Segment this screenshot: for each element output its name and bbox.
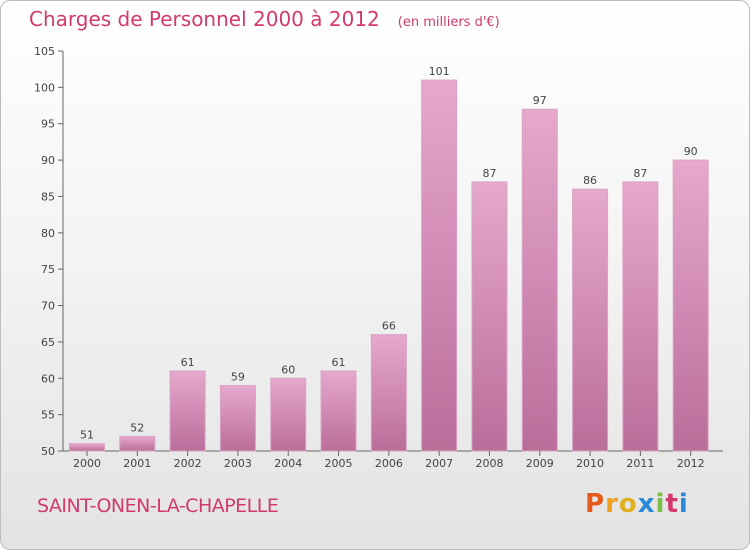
bar xyxy=(521,108,558,452)
x-tick-label: 2006 xyxy=(375,457,403,470)
data-label: 59 xyxy=(231,371,245,384)
x-tick-label: 2012 xyxy=(677,457,705,470)
proxiti-logo: Proxiti xyxy=(585,489,689,519)
chart-title: Charges de Personnel 2000 à 2012 (en mill… xyxy=(29,7,500,31)
data-label: 66 xyxy=(382,320,396,333)
logo-letter: i xyxy=(678,489,689,519)
y-tick-label: 105 xyxy=(34,45,55,58)
logo-letter: x xyxy=(637,489,656,519)
y-tick-label: 80 xyxy=(41,227,55,240)
data-label: 101 xyxy=(429,65,450,78)
logo-letter: P xyxy=(585,489,606,519)
data-label: 60 xyxy=(281,363,295,376)
chart-title-text: Charges de Personnel 2000 à 2012 xyxy=(29,7,380,31)
data-label: 61 xyxy=(181,356,195,369)
bar xyxy=(270,377,307,452)
commune-name: SAINT-ONEN-LA-CHAPELLE xyxy=(37,495,279,517)
data-label: 87 xyxy=(482,167,496,180)
x-tick-label: 2011 xyxy=(626,457,654,470)
y-tick-label: 55 xyxy=(41,409,55,422)
x-tick-label: 2003 xyxy=(224,457,252,470)
logo-letter: t xyxy=(665,489,679,519)
x-tick-label: 2002 xyxy=(174,457,202,470)
y-tick-label: 90 xyxy=(41,154,55,167)
x-tick-label: 2000 xyxy=(73,457,101,470)
data-label: 90 xyxy=(684,145,698,158)
bar xyxy=(421,79,458,452)
bar xyxy=(672,159,709,452)
x-tick-label: 2001 xyxy=(123,457,151,470)
bar xyxy=(471,181,508,452)
bar xyxy=(370,334,407,452)
x-tick-label: 2010 xyxy=(576,457,604,470)
bar xyxy=(119,435,156,452)
y-tick-label: 50 xyxy=(41,445,55,458)
y-tick-label: 65 xyxy=(41,336,55,349)
data-label: 51 xyxy=(80,429,94,442)
x-tick-label: 2008 xyxy=(475,457,503,470)
y-tick-label: 100 xyxy=(34,81,55,94)
bar xyxy=(622,181,659,452)
x-tick-label: 2009 xyxy=(526,457,554,470)
data-label: 86 xyxy=(583,174,597,187)
data-label: 87 xyxy=(633,167,647,180)
logo-letter: i xyxy=(655,489,666,519)
data-label: 52 xyxy=(130,421,144,434)
logo-letter: r xyxy=(605,489,619,519)
bar xyxy=(572,188,609,452)
logo-letter: o xyxy=(618,489,638,519)
y-tick-label: 75 xyxy=(41,263,55,276)
data-label: 61 xyxy=(332,356,346,369)
bar xyxy=(219,385,256,452)
x-tick-label: 2007 xyxy=(425,457,453,470)
chart-subtitle: (en milliers d'€) xyxy=(397,15,500,30)
bar xyxy=(320,370,357,452)
bar xyxy=(69,443,105,452)
x-tick-label: 2004 xyxy=(274,457,302,470)
bar xyxy=(169,370,206,452)
y-tick-label: 95 xyxy=(41,118,55,131)
y-tick-label: 60 xyxy=(41,372,55,385)
data-label: 97 xyxy=(533,94,547,107)
y-tick-label: 85 xyxy=(41,190,55,203)
x-tick-label: 2005 xyxy=(325,457,353,470)
y-tick-label: 70 xyxy=(41,300,55,313)
